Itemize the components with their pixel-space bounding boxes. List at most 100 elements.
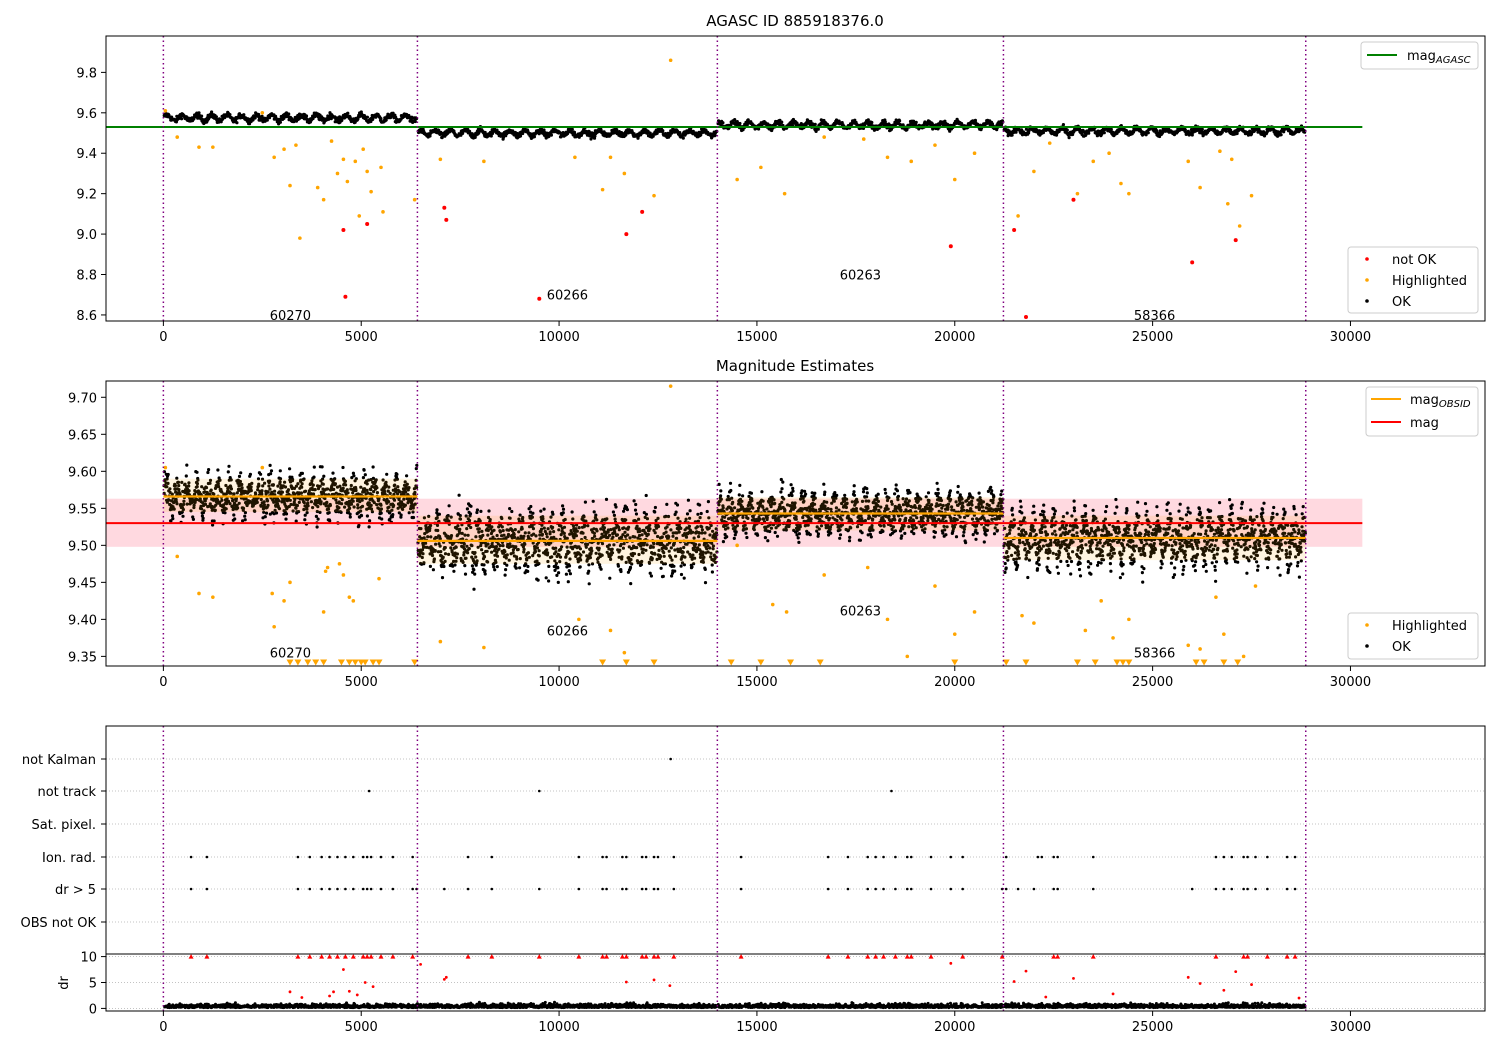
flag-point xyxy=(391,855,395,859)
p2-y-ticks: 9.35 9.40 9.45 9.50 9.55 9.60 9.65 9.70 xyxy=(68,391,106,665)
dr-axis-label: dr xyxy=(57,976,72,990)
highlighted-point xyxy=(1107,151,1111,156)
highlighted-point xyxy=(1127,191,1131,196)
not-ok-point xyxy=(1012,228,1017,233)
y-tick-label: 9.2 xyxy=(76,188,97,203)
legend-mag: mag xyxy=(1410,416,1439,431)
flag-point xyxy=(466,887,470,891)
dr-point xyxy=(1198,982,1202,985)
flag-point xyxy=(308,855,312,859)
p2-obsid-label: 58366 xyxy=(1134,647,1175,662)
flag-point xyxy=(929,887,933,891)
dr-capped-marker xyxy=(651,954,657,959)
y-tick-label: 9.6 xyxy=(76,107,97,122)
highlighted-point xyxy=(573,155,577,160)
flag-point xyxy=(344,887,347,891)
highlighted-point xyxy=(1225,201,1230,206)
highlighted-point xyxy=(577,617,581,622)
highlighted-point xyxy=(861,137,866,141)
highlighted-point xyxy=(759,165,763,170)
off-scale-marker xyxy=(1002,659,1010,666)
dr-capped-marker xyxy=(908,954,914,959)
dr-capped-marker xyxy=(604,954,610,959)
off-scale-marker xyxy=(1022,659,1030,666)
not-ok-point xyxy=(365,221,370,226)
highlighted-point xyxy=(482,159,486,164)
flag-point xyxy=(1036,855,1040,859)
flag-point xyxy=(1004,887,1008,891)
flag-point xyxy=(490,887,494,891)
flag-point xyxy=(1016,887,1020,891)
dr-capped-marker xyxy=(1241,954,1247,959)
flag-point xyxy=(949,887,953,891)
flag-point xyxy=(669,757,672,761)
x-tick-label: 25000 xyxy=(1132,1020,1173,1035)
highlighted-point xyxy=(622,650,627,655)
highlighted-point xyxy=(1253,584,1258,588)
flag-point xyxy=(411,855,414,859)
off-scale-marker xyxy=(757,659,765,666)
highlighted-point xyxy=(163,108,168,113)
highlighted-point xyxy=(735,177,739,182)
highlighted-point xyxy=(652,193,656,198)
highlighted-point xyxy=(1198,647,1202,651)
dr-x-ticks: 0 5000 10000 15000 20000 25000 30000 xyxy=(159,1011,1371,1035)
panel-flags: not Kalman not track Sat. pixel. Ion. ra… xyxy=(21,725,1486,1035)
flag-point xyxy=(1214,887,1218,891)
flag-point xyxy=(894,887,897,891)
dr-capped-marker xyxy=(576,954,582,959)
flag-point xyxy=(344,855,347,859)
highlighted-point xyxy=(1186,159,1191,164)
p1-legend-line: magAGASC xyxy=(1360,41,1479,70)
x-tick-label: 0 xyxy=(159,1020,167,1035)
highlighted-point xyxy=(412,197,417,202)
off-scale-marker xyxy=(351,659,359,666)
highlighted-point xyxy=(622,171,627,176)
x-tick-label: 25000 xyxy=(1132,675,1173,690)
dr-point xyxy=(1111,992,1115,996)
dr-point xyxy=(442,977,446,981)
highlighted-point xyxy=(668,58,673,63)
dr-capped-marker xyxy=(378,954,384,959)
x-tick-label: 5000 xyxy=(345,675,378,690)
off-scale-marker xyxy=(320,659,328,666)
off-scale-marker xyxy=(951,659,959,666)
highlighted-point xyxy=(1218,149,1222,154)
flag-point xyxy=(336,887,339,891)
highlighted-point xyxy=(298,236,302,240)
dr-capped-marker xyxy=(327,954,333,959)
highlighted-point xyxy=(288,183,292,188)
magnitude-estimates-title: Magnitude Estimates xyxy=(716,357,874,375)
dr-point xyxy=(1297,996,1301,1000)
y-tick-label: 9.35 xyxy=(68,650,97,665)
x-tick-label: 0 xyxy=(159,330,167,345)
dr-capped-marker xyxy=(1090,954,1096,959)
y-tick-label: 9.4 xyxy=(76,147,97,162)
p3-flag-points xyxy=(189,757,1297,891)
dr-point xyxy=(624,980,628,984)
x-tick-label: 20000 xyxy=(934,330,975,345)
flag-point xyxy=(656,887,660,891)
x-tick-label: 20000 xyxy=(934,675,975,690)
agasc-title: AGASC ID 885918376.0 xyxy=(706,12,884,30)
p3-flag-ticks xyxy=(101,758,106,923)
off-scale-marker xyxy=(375,659,383,666)
dr-point xyxy=(363,981,367,984)
flag-point xyxy=(336,855,339,859)
x-tick-label: 15000 xyxy=(736,1020,777,1035)
p1-y-ticks: 8.6 8.8 9.0 9.2 9.4 9.6 9.8 xyxy=(76,66,106,324)
panel-agasc: AGASC ID 885918376.0 60270 60266 60263 5… xyxy=(76,12,1486,345)
x-tick-label: 30000 xyxy=(1330,675,1371,690)
flag-point xyxy=(189,887,193,891)
flag-point xyxy=(205,855,209,859)
x-tick-label: 20000 xyxy=(934,1020,975,1035)
highlighted-point xyxy=(668,384,673,388)
highlighted-point xyxy=(357,214,362,218)
off-scale-marker xyxy=(294,659,302,666)
flag-point xyxy=(1293,887,1297,891)
p2-axes-frame xyxy=(105,380,1486,667)
p1-highlighted-points xyxy=(163,58,1254,240)
flag-point xyxy=(1056,887,1059,891)
highlighted-point xyxy=(735,543,739,548)
not-ok-point xyxy=(442,205,447,210)
